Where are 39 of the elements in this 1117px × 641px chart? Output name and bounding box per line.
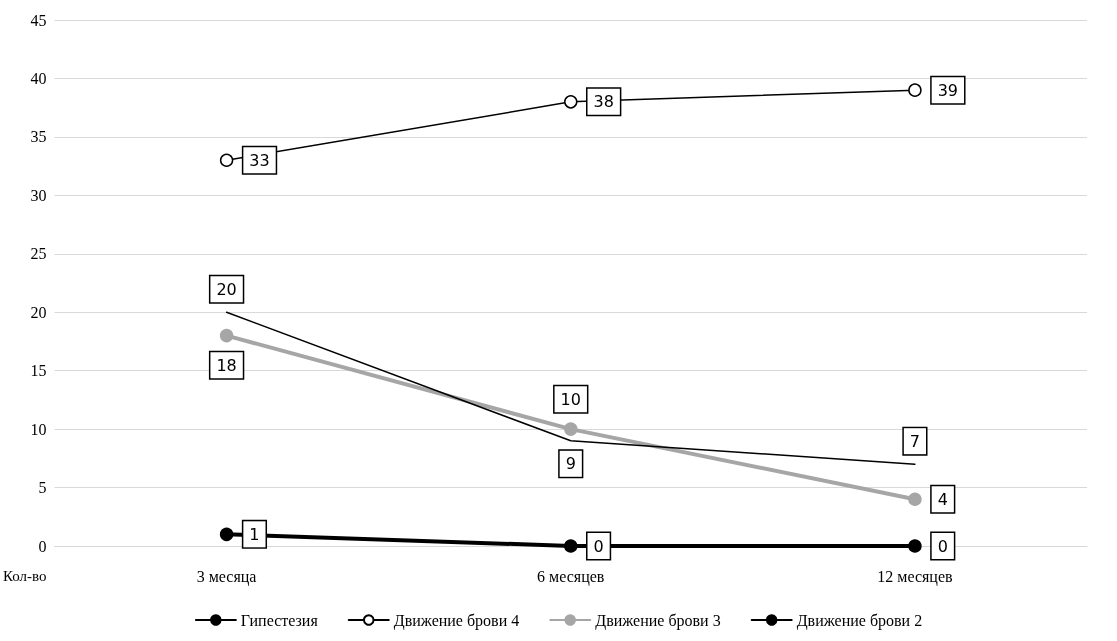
data-label: 0 [593, 536, 604, 556]
data-label: 39 [937, 80, 959, 100]
data-label: 10 [560, 389, 581, 409]
y-tick-label: 0 [38, 537, 47, 555]
point [564, 539, 578, 553]
data-label: 7 [909, 431, 921, 451]
x-tick-label: 6 месяцев [537, 567, 605, 586]
data-label: 0 [937, 536, 948, 556]
y-tick-label: 20 [30, 303, 47, 321]
data-label: 20 [216, 279, 237, 299]
point [219, 153, 234, 168]
data-label: 18 [216, 355, 237, 375]
y-tick-label: 35 [30, 128, 47, 146]
y-tick-label: 45 [30, 11, 47, 29]
y-tick-label: 15 [30, 362, 47, 380]
x-tick-label: 3 месяца [196, 567, 257, 586]
data-label: 33 [249, 150, 270, 170]
data-label: 38 [593, 92, 614, 112]
y-tick-label: 25 [30, 245, 47, 263]
x-tick-label: 12 месяцев [877, 567, 954, 586]
point [564, 95, 578, 109]
legend-label: Движение брови 4 [393, 611, 520, 630]
y-tick-label: 10 [30, 420, 47, 438]
y-tick-label: 5 [38, 479, 47, 497]
legend-label: Движение брови 2 [796, 611, 923, 630]
legend-label: Движение брови 3 [595, 611, 721, 630]
point [219, 328, 234, 343]
y-tick-label: 30 [30, 186, 47, 204]
point [908, 539, 922, 553]
x-axis-title: Кол-во [2, 567, 47, 584]
point [564, 422, 578, 436]
point [219, 527, 234, 542]
legend-label: Гипестезия [240, 611, 319, 629]
point [908, 83, 922, 97]
data-label: 9 [565, 454, 576, 474]
y-tick-label: 40 [30, 69, 47, 87]
point [908, 492, 922, 506]
data-label: 1 [249, 524, 260, 544]
data-label: 4 [937, 489, 948, 509]
